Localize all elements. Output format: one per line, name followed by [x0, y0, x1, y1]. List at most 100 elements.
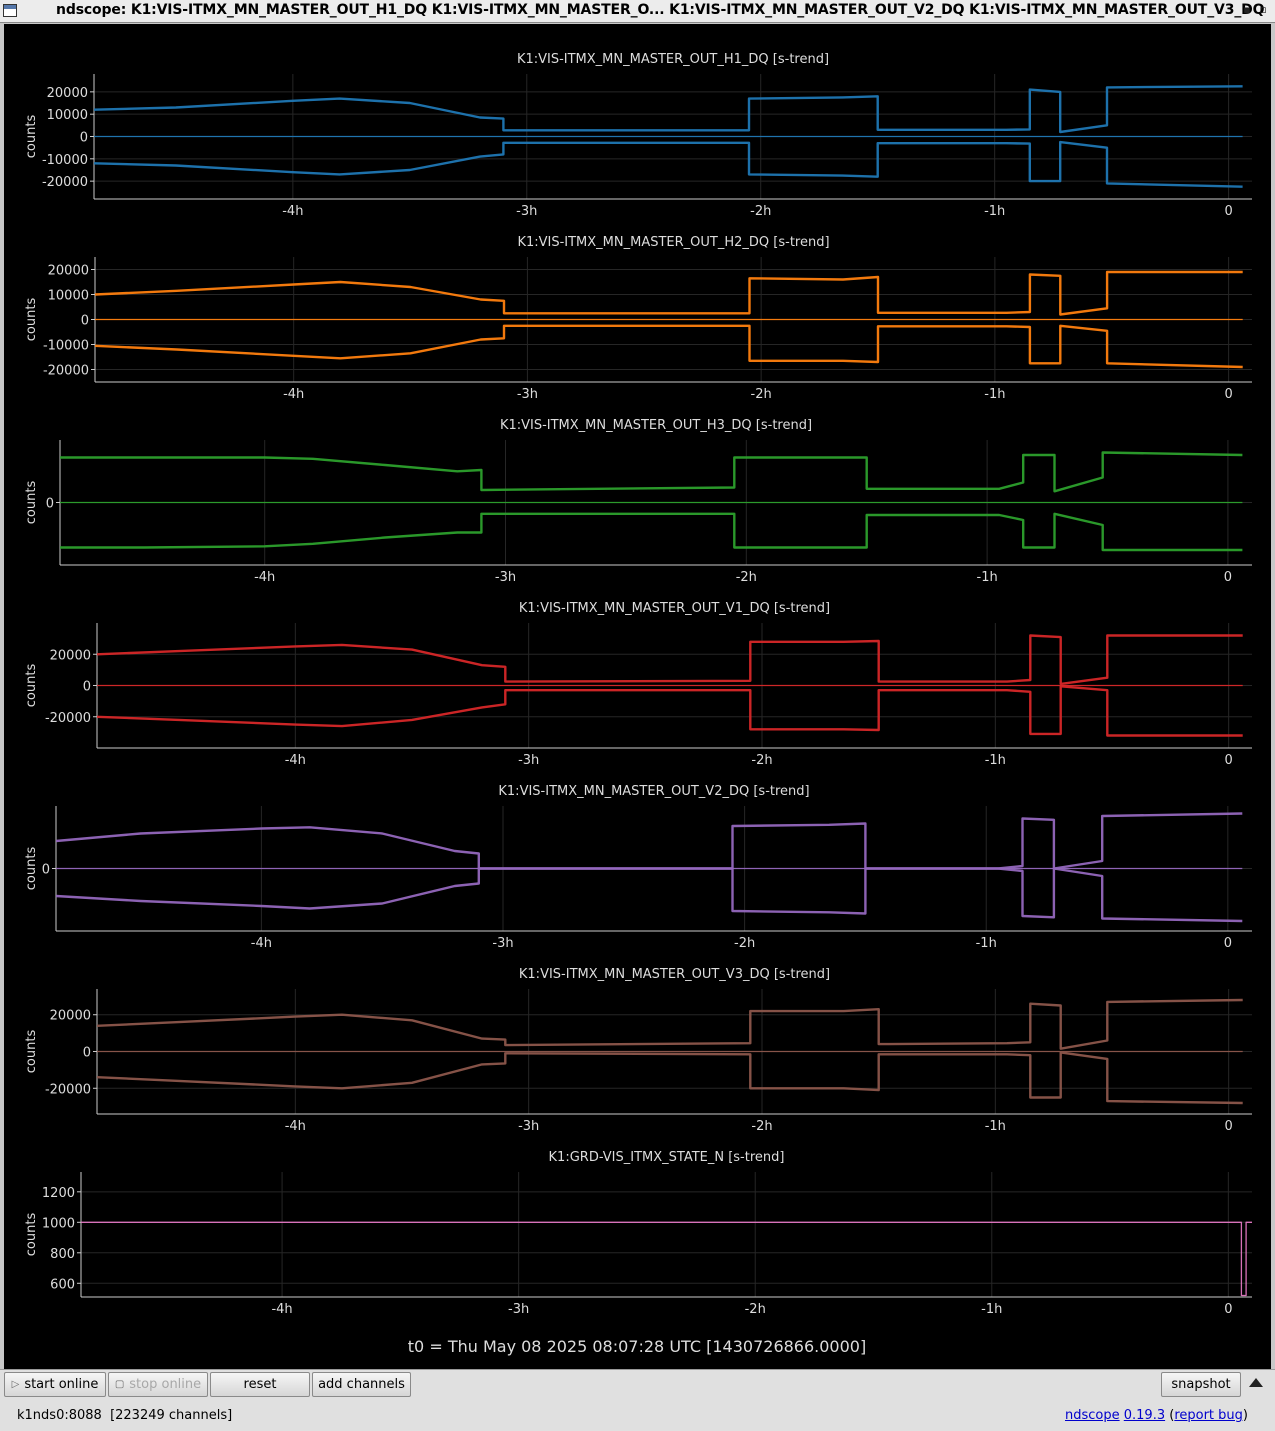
plot-area[interactable]: K1:VIS-ITMX_MN_MASTER_OUT_H1_DQ [s-trend…: [4, 24, 1271, 1369]
start-online-button[interactable]: ▷ start online: [4, 1372, 106, 1397]
series-line-H3-1: [60, 512, 1243, 552]
y-tick-label: -20000: [42, 175, 88, 190]
x-tick-label: -1h: [981, 1302, 1002, 1317]
y-tick-label: 800: [50, 1247, 75, 1262]
y-tick-label: -20000: [45, 711, 91, 726]
stop-online-label: stop online: [129, 1377, 202, 1392]
x-tick-label: 0: [1224, 570, 1232, 585]
x-tick-label: -2h: [736, 570, 757, 585]
x-tick-label: -1h: [984, 387, 1005, 402]
paren-open: (: [1169, 1408, 1175, 1423]
x-tick-label: -2h: [751, 387, 772, 402]
paren-close: ): [1242, 1408, 1248, 1423]
x-tick-label: -3h: [492, 936, 513, 951]
y-axis-label: counts: [24, 847, 39, 891]
y-axis-label: counts: [24, 481, 39, 525]
x-tick-label: 0: [1224, 387, 1232, 402]
y-axis-label: counts: [24, 1213, 39, 1257]
window-title: ndscope: K1:VIS-ITMX_MN_MASTER_OUT_H1_DQ…: [56, 2, 1265, 18]
y-tick-label: 0: [81, 314, 89, 329]
x-tick-label: -3h: [517, 387, 538, 402]
y-tick-label: 10000: [47, 108, 88, 123]
y-axis-label: counts: [24, 1030, 39, 1074]
x-tick-label: -2h: [745, 1302, 766, 1317]
series-line-V1-0: [96, 634, 1243, 686]
y-axis-label: counts: [24, 664, 39, 708]
y-tick-label: 20000: [50, 1009, 91, 1024]
series-line-V3-0: [96, 998, 1243, 1050]
x-tick-label: 0: [1224, 204, 1232, 219]
play-icon: ▷: [11, 1379, 20, 1390]
reset-button[interactable]: reset: [210, 1372, 310, 1397]
series-line-H1-1: [93, 140, 1243, 188]
x-tick-label: -1h: [977, 570, 998, 585]
window-titlebar: ndscope: K1:VIS-ITMX_MN_MASTER_OUT_H1_DQ…: [0, 0, 1275, 23]
plots-canvas[interactable]: K1:VIS-ITMX_MN_MASTER_OUT_H1_DQ [s-trend…: [4, 24, 1271, 1369]
maximize-icon[interactable]: ▫: [1259, 3, 1267, 16]
x-tick-label: -3h: [518, 753, 539, 768]
plot-title-V2: K1:VIS-ITMX_MN_MASTER_OUT_V2_DQ [s-trend…: [498, 784, 809, 799]
y-tick-label: 0: [46, 497, 54, 512]
server-status: k1nds0:8088 [223249 channels]: [17, 1408, 233, 1423]
x-tick-label: -4h: [285, 1119, 306, 1134]
plot-title-H3: K1:VIS-ITMX_MN_MASTER_OUT_H3_DQ [s-trend…: [500, 418, 812, 433]
y-tick-label: -10000: [42, 153, 88, 168]
series-line-H2-0: [94, 270, 1243, 316]
x-tick-label: -1h: [985, 1119, 1006, 1134]
up-arrow-icon[interactable]: [1249, 1378, 1263, 1387]
snapshot-button[interactable]: snapshot: [1161, 1372, 1241, 1397]
stop-online-button[interactable]: ▢ stop online: [108, 1372, 208, 1397]
x-tick-label: -4h: [283, 387, 304, 402]
y-axis-label: counts: [24, 298, 39, 342]
plot-title-H1: K1:VIS-ITMX_MN_MASTER_OUT_H1_DQ [s-trend…: [517, 52, 829, 67]
y-tick-label: 0: [42, 863, 50, 878]
x-tick-label: -4h: [285, 753, 306, 768]
series-line-H3-0: [60, 451, 1243, 493]
y-axis-label: counts: [24, 115, 39, 159]
add-channels-button[interactable]: add channels: [312, 1372, 411, 1397]
x-tick-label: -2h: [751, 1119, 772, 1134]
series-line-V2-1: [55, 867, 1243, 923]
y-tick-label: 1000: [42, 1216, 75, 1231]
version-info: ndscope 0.19.3 (report bug): [1065, 1408, 1248, 1423]
x-tick-label: 0: [1224, 936, 1232, 951]
plot-title-V3: K1:VIS-ITMX_MN_MASTER_OUT_V3_DQ [s-trend…: [519, 967, 830, 982]
x-tick-label: -1h: [976, 936, 997, 951]
x-tick-label: 0: [1225, 753, 1233, 768]
ndscope-link[interactable]: ndscope: [1064, 1408, 1120, 1423]
stop-icon: ▢: [114, 1379, 125, 1390]
x-tick-label: -2h: [734, 936, 755, 951]
statusbar: k1nds0:8088 [223249 channels] ndscope 0.…: [0, 1401, 1275, 1431]
x-tick-label: -3h: [516, 204, 537, 219]
minimize-icon[interactable]: ▪: [1243, 3, 1251, 16]
y-tick-label: 20000: [48, 264, 89, 279]
t0-label: t0 = Thu May 08 2025 08:07:28 UTC [14307…: [408, 1337, 866, 1356]
series-line-H1-0: [93, 85, 1243, 134]
x-tick-label: -4h: [282, 204, 303, 219]
version-link[interactable]: 0.19.3: [1123, 1408, 1166, 1423]
series-line-V2-0: [55, 812, 1243, 870]
x-tick-label: -3h: [508, 1302, 529, 1317]
x-tick-label: -2h: [750, 204, 771, 219]
x-tick-label: 0: [1225, 1119, 1233, 1134]
y-tick-label: -10000: [43, 339, 89, 354]
start-online-label: start online: [24, 1377, 99, 1392]
x-tick-label: -2h: [751, 753, 772, 768]
y-tick-label: 0: [80, 131, 88, 146]
x-tick-label: -4h: [254, 570, 275, 585]
report-bug-link[interactable]: report bug: [1174, 1408, 1243, 1423]
y-tick-label: -20000: [45, 1082, 91, 1097]
x-tick-label: -4h: [271, 1302, 292, 1317]
x-tick-label: -3h: [495, 570, 516, 585]
plot-title-H2: K1:VIS-ITMX_MN_MASTER_OUT_H2_DQ [s-trend…: [517, 235, 829, 250]
series-line-V1-1: [96, 685, 1243, 737]
y-tick-label: 20000: [50, 648, 91, 663]
y-tick-label: 0: [83, 1046, 91, 1061]
y-tick-label: 10000: [48, 289, 89, 304]
series-line-H2-1: [94, 324, 1243, 369]
series-line-STATE-0: [81, 1221, 1252, 1297]
x-tick-label: -1h: [985, 753, 1006, 768]
x-tick-label: 0: [1224, 1302, 1232, 1317]
x-tick-label: -4h: [251, 936, 272, 951]
y-tick-label: 600: [50, 1277, 75, 1292]
